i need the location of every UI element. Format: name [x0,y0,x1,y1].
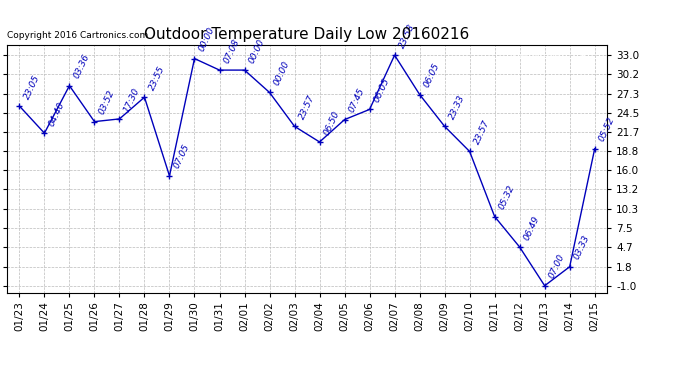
Text: 07:08: 07:08 [222,37,242,64]
Text: 17:30: 17:30 [122,86,141,113]
Text: 07:05: 07:05 [172,143,191,170]
Text: 05:52: 05:52 [598,116,617,143]
Text: 23:58: 23:58 [397,22,417,50]
Text: 03:33: 03:33 [573,234,591,261]
Text: 06:49: 06:49 [522,214,542,242]
Text: 06:05: 06:05 [422,62,442,89]
Text: 23:05: 23:05 [22,73,41,100]
Text: 00:00: 00:00 [273,60,291,87]
Text: 23:55: 23:55 [147,64,166,92]
Text: 06:50: 06:50 [322,109,342,136]
Text: 00:00: 00:00 [197,26,217,53]
Text: 03:36: 03:36 [72,53,91,80]
Text: 07:45: 07:45 [347,87,366,114]
Text: Copyright 2016 Cartronics.com: Copyright 2016 Cartronics.com [7,31,148,40]
Text: 04:40: 04:40 [47,100,66,128]
Text: 03:52: 03:52 [97,89,117,116]
Text: 23:57: 23:57 [297,93,317,121]
Title: Outdoor Temperature Daily Low 20160216: Outdoor Temperature Daily Low 20160216 [144,27,470,42]
Text: 05:32: 05:32 [497,184,517,211]
Text: 00:00: 00:00 [247,37,266,64]
Text: 06:05: 06:05 [373,76,391,104]
Text: 07:00: 07:00 [547,253,566,280]
Text: 23:33: 23:33 [447,93,466,121]
Text: 23:57: 23:57 [473,118,491,146]
